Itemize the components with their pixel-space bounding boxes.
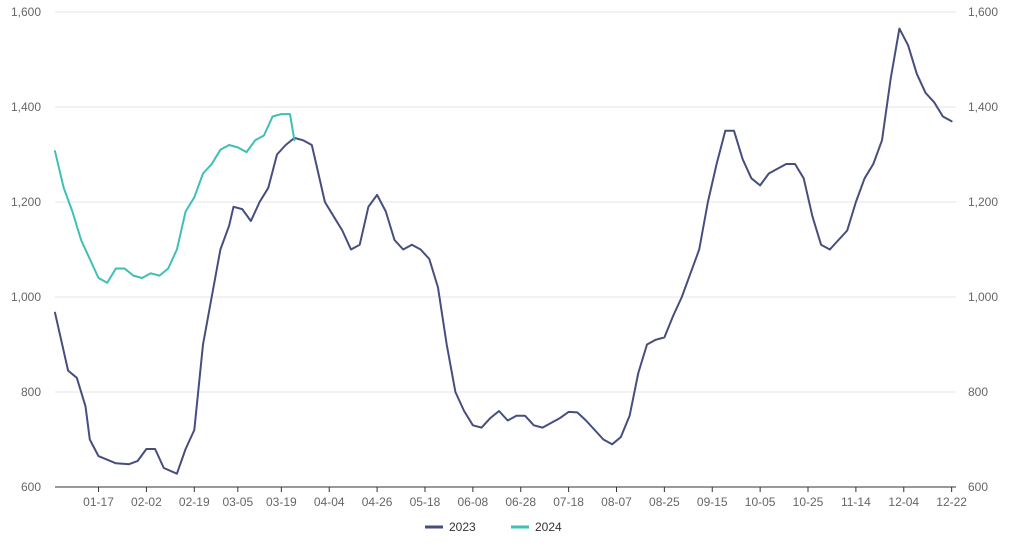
x-tick-label: 04-04 (314, 495, 345, 509)
legend-label-2023: 2023 (449, 520, 476, 534)
series (54, 27, 953, 475)
y-tick-label: 1,600 (11, 5, 41, 19)
x-tick-label: 08-07 (601, 495, 632, 509)
x-tick-label: 03-19 (266, 495, 297, 509)
secondary-y-tick-label: 1,400 (968, 100, 998, 114)
legend-label-2024: 2024 (535, 520, 562, 534)
x-tick-label: 06-08 (458, 495, 489, 509)
x-tick-label: 08-25 (649, 495, 680, 509)
x-tick-label: 09-15 (697, 495, 728, 509)
y-tick-label: 1,200 (11, 195, 41, 209)
x-tick-label: 12-04 (888, 495, 919, 509)
axes: 600 600 800 800 1,000 1,000 1,200 1,200 1,400 1,4… (11, 5, 998, 509)
x-tick-label: 01-17 (83, 495, 114, 509)
secondary-y-tick-label: 600 (968, 480, 988, 494)
x-tick-label: 05-18 (410, 495, 441, 509)
x-tick-label: 04-26 (362, 495, 393, 509)
grid (55, 11, 956, 393)
secondary-y-tick-label: 800 (968, 385, 988, 399)
y-tick-label: 1,000 (11, 290, 41, 304)
secondary-y-tick-label: 1,200 (968, 195, 998, 209)
y-tick-label: 1,400 (11, 100, 41, 114)
x-tick-label: 02-19 (179, 495, 210, 509)
legend: 2023 2024 (425, 520, 562, 534)
x-tick-label: 02-02 (131, 495, 162, 509)
x-tick-label: 10-25 (793, 495, 824, 509)
y-tick-label: 800 (21, 385, 41, 399)
x-tick-label: 11-14 (841, 495, 871, 509)
series-line-2023 (54, 27, 953, 475)
series-line-2024 (54, 113, 296, 284)
x-tick-label: 12-22 (936, 495, 967, 509)
secondary-y-tick-label: 1,600 (968, 5, 998, 19)
x-tick-label: 03-05 (222, 495, 253, 509)
x-tick-label: 06-28 (505, 495, 536, 509)
secondary-y-tick-label: 1,000 (968, 290, 998, 304)
x-tick-label: 07-18 (553, 495, 584, 509)
y-tick-label: 600 (21, 480, 41, 494)
x-tick-label: 10-05 (745, 495, 776, 509)
